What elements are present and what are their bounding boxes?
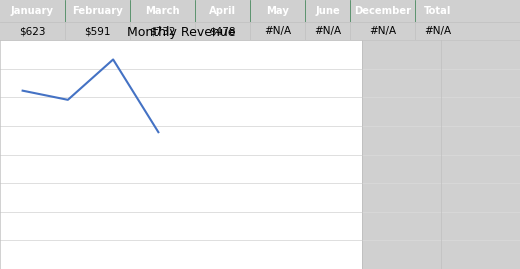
Text: #N/A: #N/A: [424, 26, 451, 36]
Text: January: January: [11, 6, 54, 16]
Text: April: April: [209, 6, 236, 16]
Text: $732: $732: [149, 26, 176, 36]
Text: #N/A: #N/A: [369, 26, 396, 36]
Text: June: June: [315, 6, 340, 16]
Text: $623: $623: [19, 26, 46, 36]
Text: $591: $591: [84, 26, 111, 36]
Text: December: December: [354, 6, 411, 16]
Text: May: May: [266, 6, 289, 16]
Text: #N/A: #N/A: [264, 26, 291, 36]
Text: #N/A: #N/A: [314, 26, 341, 36]
Text: March: March: [145, 6, 180, 16]
Text: $478: $478: [209, 26, 236, 36]
Text: February: February: [72, 6, 123, 16]
Text: Total: Total: [424, 6, 451, 16]
Title: Monthly Revenue: Monthly Revenue: [127, 26, 235, 39]
